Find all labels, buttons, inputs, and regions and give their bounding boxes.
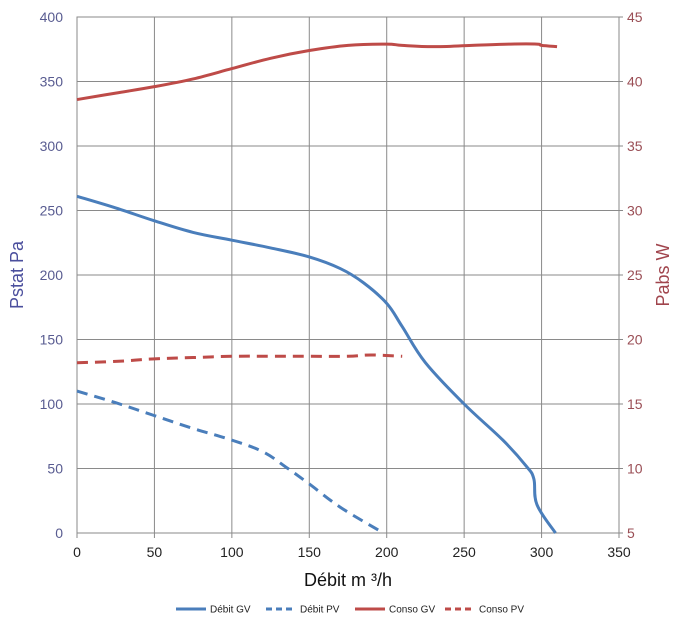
y-right-tick-label: 45 bbox=[627, 9, 643, 25]
legend-label-conso-gv: Conso GV bbox=[389, 605, 435, 616]
y-right-tick-label: 35 bbox=[627, 138, 643, 154]
y-right-tick-label: 5 bbox=[627, 525, 635, 541]
x-tick-label: 300 bbox=[530, 544, 554, 560]
y-left-tick-label: 350 bbox=[40, 74, 64, 90]
x-tick-label: 100 bbox=[220, 544, 244, 560]
tick-labels: 0 50 100 150 200 250 300 350 400 5 10 15 20 25 30 35 40 4… bbox=[40, 9, 643, 560]
y-left-tick-label: 200 bbox=[40, 267, 64, 283]
series-line-conso-pv bbox=[76, 353, 403, 365]
series-line-debit-pv bbox=[76, 389, 380, 532]
legend-label-conso-pv: Conso PV bbox=[479, 605, 524, 616]
y-left-tick-label: 0 bbox=[55, 525, 63, 541]
x-axis-label: Débit m ³/h bbox=[304, 570, 392, 590]
series-line-debit-gv bbox=[76, 194, 557, 534]
y-right-tick-label: 40 bbox=[627, 74, 643, 90]
y-left-tick-label: 300 bbox=[40, 138, 64, 154]
grid bbox=[76, 16, 623, 538]
x-tick-label: 150 bbox=[298, 544, 322, 560]
y-right-tick-label: 25 bbox=[627, 267, 643, 283]
y-left-tick-label: 150 bbox=[40, 332, 64, 348]
x-tick-label: 250 bbox=[452, 544, 476, 560]
series-line-conso-gv bbox=[76, 42, 558, 102]
legend: Débit GV Débit PV Conso GV Conso PV bbox=[176, 605, 524, 616]
y-axis-right-label: Pabs W bbox=[653, 243, 673, 306]
y-right-tick-label: 30 bbox=[627, 203, 643, 219]
y-right-tick-label: 10 bbox=[627, 461, 643, 477]
legend-label-debit-pv: Débit PV bbox=[300, 605, 340, 616]
plot-area bbox=[76, 42, 558, 534]
y-axis-left-label: Pstat Pa bbox=[7, 240, 27, 309]
y-left-tick-label: 100 bbox=[40, 396, 64, 412]
y-right-tick-label: 20 bbox=[627, 332, 643, 348]
y-left-tick-label: 50 bbox=[47, 461, 63, 477]
y-left-tick-label: 250 bbox=[40, 203, 64, 219]
y-right-tick-label: 15 bbox=[627, 396, 643, 412]
legend-label-debit-gv: Débit GV bbox=[210, 605, 251, 616]
y-left-tick-label: 400 bbox=[40, 9, 64, 25]
x-tick-label: 350 bbox=[607, 544, 631, 560]
x-tick-label: 0 bbox=[73, 544, 81, 560]
x-tick-label: 50 bbox=[147, 544, 163, 560]
x-tick-label: 200 bbox=[375, 544, 399, 560]
